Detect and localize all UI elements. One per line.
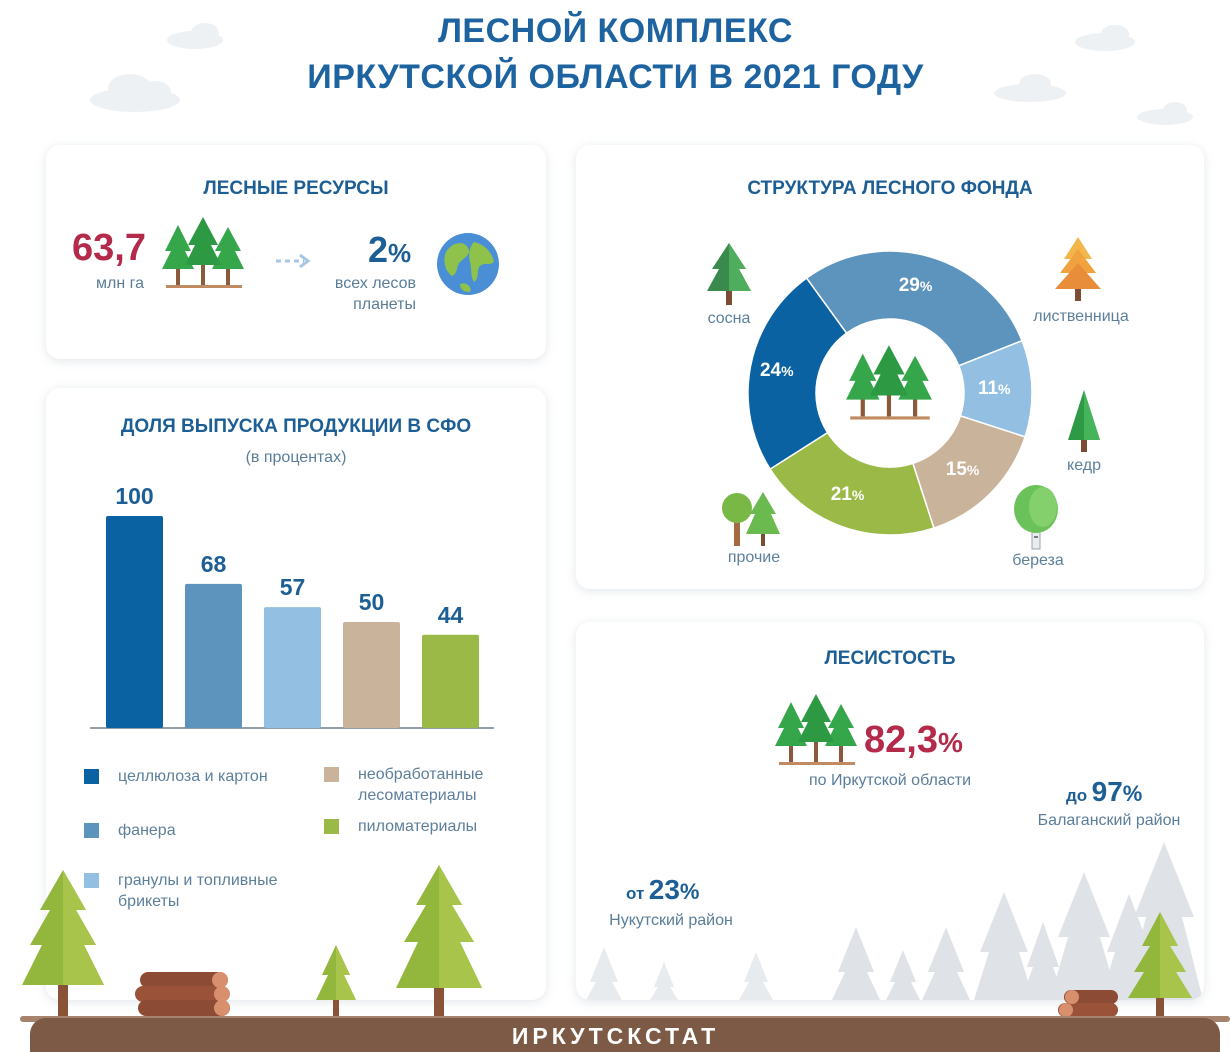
- donut-value-label: 21%: [830, 484, 865, 506]
- production-title: ДОЛЯ ВЫПУСКА ПРОДУКЦИИ В СФО: [120, 416, 472, 437]
- forest-structure-card: СТРУКТУРА ЛЕСНОГО ФОНДА 29% 11% 15% 21% 24% …: [576, 145, 1204, 589]
- bar-1: [185, 583, 242, 728]
- max-cover-block: до 97%: [1066, 776, 1142, 808]
- foreground-trees-decoration: [22, 865, 1192, 1020]
- max-cover-value: 97: [1091, 776, 1123, 807]
- structure-title: СТРУКТУРА ЛЕСНОГО ФОНДА: [747, 178, 1033, 199]
- page-title-line1: ЛЕСНОЙ КОМПЛЕКС: [438, 12, 793, 50]
- world-share-value: 2: [368, 229, 389, 270]
- donut-value-label: 24%: [759, 360, 794, 382]
- bar-value-label: 68: [200, 550, 227, 577]
- birch-label: береза: [1012, 552, 1064, 569]
- forest-cover-block: 82,3%: [864, 719, 963, 762]
- legend-label: фанера: [118, 822, 176, 839]
- forest-structure-donut: [747, 250, 1033, 536]
- min-cover-value: 23: [648, 874, 680, 905]
- bar-value-label: 44: [437, 601, 464, 628]
- pine-label: сосна: [707, 310, 751, 327]
- cedar-label: кедр: [1067, 457, 1101, 474]
- min-cover-prefix: от: [626, 884, 645, 903]
- bar-value-label: 100: [115, 483, 154, 509]
- other-label: прочие: [727, 549, 781, 566]
- bar-0: [106, 516, 163, 728]
- forest-resources-card: ЛЕСНЫЕ РЕСУРСЫ 63,7 млн га 2% всех лесов…: [46, 145, 546, 359]
- cover-tree-group-icon: [775, 694, 857, 765]
- bar-3: [343, 622, 400, 728]
- forest-cover-title: ЛЕСИСТОСТЬ: [824, 648, 956, 669]
- pine-tree-icon: [707, 243, 751, 305]
- legend-label: необработанные лесоматериалы: [358, 766, 484, 804]
- legend-label: пиломатериалы: [358, 818, 478, 835]
- max-cover-unit: %: [1122, 781, 1143, 806]
- legend-swatch: [84, 823, 99, 838]
- world-share-unit: %: [388, 238, 412, 268]
- arrow-right-icon: [276, 253, 311, 269]
- forest-cover-value: 82,3: [864, 719, 938, 761]
- legend-label: гранулы и топливные брикеты: [118, 872, 278, 910]
- globe-icon: [437, 233, 499, 295]
- forest-resources-title: ЛЕСНЫЕ РЕСУРСЫ: [203, 178, 389, 199]
- world-share-text1: всех лесов: [334, 275, 416, 292]
- forest-cover-card: ЛЕСИСТОСТЬ 82,3% по Иркутской области: [576, 622, 1204, 1000]
- legend-swatch: [84, 769, 99, 784]
- tree-group-icon: [162, 217, 244, 288]
- world-share-block: 2%: [368, 229, 411, 271]
- larch-tree-icon: [1055, 237, 1101, 301]
- center-tree-group-icon: [846, 345, 932, 420]
- donut-value-label: 29%: [898, 275, 933, 297]
- mixed-trees-icon: [722, 492, 780, 546]
- legend-label: целлюлоза и картон: [118, 768, 268, 785]
- bar-value-label: 50: [358, 589, 385, 615]
- page-title-line2: ИРКУТСКОЙ ОБЛАСТИ В 2021 ГОДУ: [307, 58, 924, 96]
- min-cover-block: от 23%: [626, 874, 699, 906]
- ground-band: [30, 1018, 1220, 1052]
- forest-area-value: 63,7: [72, 227, 146, 269]
- cedar-tree-icon: [1068, 390, 1100, 452]
- world-share-text2: планеты: [353, 296, 416, 313]
- legend-swatch: [324, 819, 339, 834]
- bar-2: [264, 607, 321, 728]
- clouds-decoration: [90, 23, 1193, 125]
- min-cover-district: Нукутский район: [609, 912, 733, 929]
- bar-value-label: 57: [279, 574, 306, 601]
- forest-cover-unit: %: [937, 727, 963, 758]
- birch-tree-icon: [1014, 485, 1058, 550]
- forest-area-unit: млн га: [96, 275, 144, 292]
- production-bar-chart: [90, 516, 494, 729]
- legend-swatch: [84, 873, 99, 888]
- min-cover-unit: %: [679, 879, 700, 904]
- donut-value-label: 11%: [977, 377, 1011, 399]
- larch-label: лиственница: [1033, 308, 1129, 325]
- footer-brand: ИРКУТСКСТАТ: [511, 1023, 720, 1049]
- legend-swatch: [324, 767, 339, 782]
- forest-cover-caption: по Иркутской области: [808, 772, 972, 789]
- max-cover-district: Балаганский район: [1037, 812, 1181, 829]
- max-cover-prefix: до: [1066, 786, 1088, 805]
- donut-value-label: 15%: [945, 458, 980, 480]
- production-subtitle: (в процентах): [245, 449, 347, 466]
- production-share-card: ДОЛЯ ВЫПУСКА ПРОДУКЦИИ В СФО (в процента…: [46, 388, 546, 1000]
- bar-4: [422, 634, 479, 728]
